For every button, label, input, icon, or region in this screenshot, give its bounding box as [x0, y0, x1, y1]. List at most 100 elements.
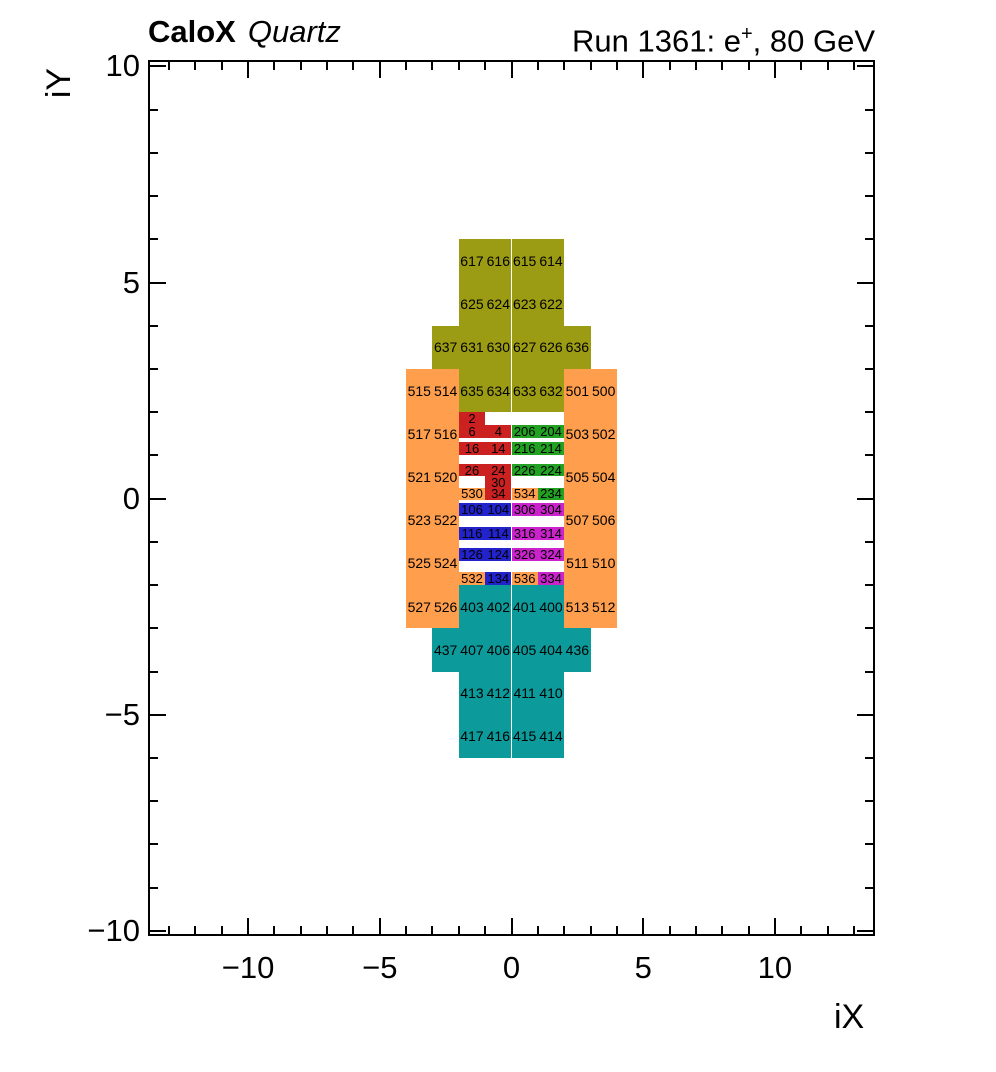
detector-cell-527: 527 — [406, 585, 433, 629]
detector-cell-2: 2 — [458, 412, 486, 425]
run-info-energy: , 80 GeV — [752, 23, 875, 59]
detector-cell-637: 637 — [432, 325, 459, 369]
experiment-name: CaloX — [148, 14, 236, 49]
x-minor-tick — [721, 926, 724, 934]
y-major-tick-right — [857, 713, 873, 716]
x-minor-tick-top — [668, 62, 671, 70]
detector-cell-506: 506 — [590, 498, 617, 542]
y-minor-tick-right — [865, 756, 873, 759]
detector-cell-6: 6 — [458, 425, 486, 438]
x-minor-tick-top — [721, 62, 724, 70]
detector-cell-534: 534 — [511, 487, 538, 500]
x-minor-tick-top — [536, 62, 539, 70]
detector-cell-622: 622 — [537, 282, 565, 326]
detector-cell-524: 524 — [432, 541, 459, 586]
y-minor-tick — [150, 108, 158, 111]
detector-cell-14: 14 — [485, 442, 512, 455]
x-minor-tick — [352, 926, 355, 934]
x-minor-tick — [457, 926, 460, 934]
detector-cell-407: 407 — [458, 628, 486, 672]
detector-cell-204: 204 — [537, 425, 565, 438]
detector-cell-214: 214 — [537, 442, 565, 455]
detector-cell-314: 314 — [537, 526, 565, 540]
detector-cell-403: 403 — [458, 585, 486, 629]
detector-cell-514: 514 — [432, 368, 459, 413]
y-major-tick-right — [857, 65, 873, 68]
detector-cell-532: 532 — [458, 572, 486, 585]
detector-cell-34: 34 — [485, 487, 512, 500]
x-tick-label: 0 — [502, 950, 521, 985]
x-major-tick-top — [642, 62, 645, 78]
detector-cell-436: 436 — [564, 628, 591, 672]
y-major-tick — [150, 497, 166, 500]
x-major-tick — [378, 918, 381, 934]
x-minor-tick — [668, 926, 671, 934]
detector-cell-126: 126 — [458, 548, 486, 561]
detector-cell-415: 415 — [511, 714, 538, 758]
detector-cell-404: 404 — [537, 628, 565, 672]
x-minor-tick — [273, 926, 276, 934]
y-minor-tick — [150, 584, 158, 587]
y-minor-tick-right — [865, 324, 873, 327]
y-tick-label: 0 — [122, 480, 140, 516]
plot-frame: 617 616 615 614 625 624 623 622 637 631 630 627 626 6… — [148, 60, 875, 936]
detector-cell-114: 114 — [485, 526, 512, 540]
detector-cell-413: 413 — [458, 671, 486, 715]
y-minor-tick-right — [865, 454, 873, 457]
y-minor-tick-right — [865, 195, 873, 198]
detector-cell-400: 400 — [537, 585, 565, 629]
x-minor-tick-top — [747, 62, 750, 70]
y-minor-tick — [150, 670, 158, 673]
detector-cell-224: 224 — [537, 464, 565, 477]
x-minor-tick-top — [194, 62, 197, 70]
x-major-tick-top — [773, 62, 776, 78]
x-minor-tick — [405, 926, 408, 934]
y-minor-tick — [150, 540, 158, 543]
run-info: Run 1361: e+, 80 GeV — [572, 16, 875, 59]
detector-cell-623: 623 — [511, 282, 538, 326]
y-minor-tick — [150, 195, 158, 198]
x-minor-tick-top — [484, 62, 487, 70]
detector-cell-502: 502 — [590, 412, 617, 456]
y-minor-tick — [150, 756, 158, 759]
x-major-tick — [642, 918, 645, 934]
detector-cell-500: 500 — [590, 368, 617, 413]
y-tick-label: −10 — [87, 912, 140, 948]
detector-cell-24: 24 — [485, 464, 512, 477]
x-major-tick — [510, 918, 513, 934]
detector-cell-410: 410 — [537, 671, 565, 715]
x-minor-tick — [589, 926, 592, 934]
detector-cell-316: 316 — [511, 526, 538, 540]
detector-cell-630: 630 — [485, 325, 512, 369]
x-minor-tick — [194, 926, 197, 934]
detector-cell-216: 216 — [511, 442, 538, 455]
run-info-text: Run 1361: e — [572, 23, 741, 59]
detector-cell-616: 616 — [485, 239, 512, 283]
detector-cell-505: 505 — [564, 455, 591, 499]
x-minor-tick-top — [431, 62, 434, 70]
x-minor-tick — [826, 926, 829, 934]
y-major-tick — [150, 713, 166, 716]
y-minor-tick — [150, 627, 158, 630]
detector-cell-614: 614 — [537, 239, 565, 283]
x-minor-tick-top — [405, 62, 408, 70]
x-minor-tick-top — [220, 62, 223, 70]
detector-cell-106: 106 — [458, 502, 486, 516]
y-minor-tick-right — [865, 670, 873, 673]
y-minor-tick-right — [865, 411, 873, 414]
x-minor-tick-top — [563, 62, 566, 70]
x-minor-tick — [220, 926, 223, 934]
detector-cell-523: 523 — [406, 498, 433, 542]
x-major-tick — [247, 918, 250, 934]
x-minor-tick-top — [694, 62, 697, 70]
x-minor-tick-top — [168, 62, 171, 70]
detector-cell-632: 632 — [537, 368, 565, 413]
y-minor-tick — [150, 367, 158, 370]
x-tick-label: 10 — [757, 950, 793, 985]
x-minor-tick-top — [457, 62, 460, 70]
x-minor-tick-top — [615, 62, 618, 70]
detector-cell-634: 634 — [485, 368, 512, 413]
detector-cell-405: 405 — [511, 628, 538, 672]
detector-cell-530: 530 — [458, 487, 486, 500]
